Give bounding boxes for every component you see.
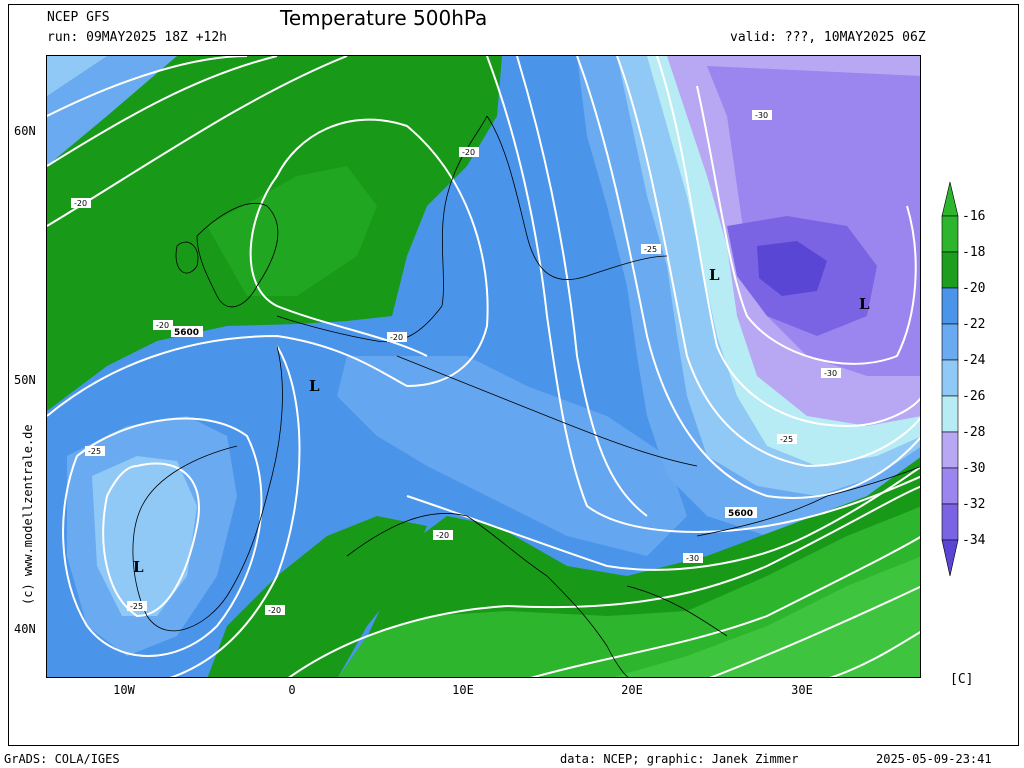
field-pale-nw	[47, 56, 107, 96]
colorbar-label: -24	[962, 353, 986, 368]
label-box	[683, 553, 703, 563]
footer-timestamp: 2025-05-09-23:41	[876, 752, 992, 766]
field-central-24	[337, 356, 687, 556]
lat-label-60n: 60N	[14, 124, 36, 138]
colorbar-label: -34	[962, 533, 986, 548]
footer-software: GrADS: COLA/IGES	[4, 752, 120, 766]
field-green-uk	[207, 166, 377, 296]
label-box	[171, 326, 203, 337]
field-iberia-26	[92, 456, 197, 616]
contour-label: -30	[686, 554, 699, 563]
field-lightblue-nw	[47, 56, 177, 166]
contour-label-group: -20 -20 -20 -20 -20 -20 -25 -25 -25 -25 …	[71, 110, 841, 615]
label-box	[153, 320, 173, 330]
model-name: NCEP GFS	[47, 10, 110, 25]
footer-credits: data: NCEP; graphic: Janek Zimmer	[560, 752, 799, 766]
label-box	[821, 368, 841, 378]
label-box	[387, 332, 407, 342]
lat-label-50n: 50N	[14, 373, 36, 387]
lon-label-30e: 30E	[791, 683, 813, 697]
lon-label-10e: 10E	[452, 683, 474, 697]
lon-label-0: 0	[288, 683, 296, 697]
label-box	[433, 530, 453, 540]
contour-label: -25	[644, 245, 657, 254]
low-marker: L	[859, 295, 870, 313]
colorbar-swatch	[941, 431, 959, 469]
run-info: run: 09MAY2025 18Z +12h	[47, 30, 228, 45]
credit-text: (c) www.modellzentrale.de	[21, 424, 35, 605]
label-box	[127, 601, 147, 611]
colorbar-swatch	[941, 323, 959, 361]
low-marker-group: L L L L	[133, 266, 870, 576]
label-box	[459, 147, 479, 157]
low-marker: L	[709, 266, 720, 284]
contour-label: -25	[88, 447, 101, 456]
colorbar-swatch	[941, 467, 959, 505]
colorbar-label: -28	[962, 425, 986, 440]
map-title: Temperature 500hPa	[280, 6, 488, 30]
plot-frame	[8, 4, 1019, 746]
contour-lines	[47, 56, 920, 677]
coastlines	[132, 115, 920, 677]
colorbar-label: -16	[962, 209, 986, 224]
lat-label-40n: 40N	[14, 622, 36, 636]
colorbar-swatch	[941, 359, 959, 397]
low-marker: L	[133, 558, 144, 576]
map-svg: -20 -20 -20 -20 -20 -20 -25 -25 -25 -25 …	[47, 56, 920, 677]
colorbar-swatch	[941, 251, 959, 289]
contour-label: -20	[462, 148, 475, 157]
colorbar-unit: [C]	[950, 672, 974, 687]
colorbar-top-arrow	[941, 181, 959, 217]
contour-label: -25	[780, 435, 793, 444]
colorbar-bottom-arrow	[941, 539, 959, 577]
colorbar-swatch	[941, 215, 959, 253]
label-box	[265, 605, 285, 615]
field-east-core	[757, 241, 827, 296]
contour-label: -25	[130, 602, 143, 611]
contour-label: -20	[268, 606, 281, 615]
label-box	[777, 434, 797, 444]
label-box	[752, 110, 772, 120]
contour-label: -30	[824, 369, 837, 378]
low-marker: L	[309, 377, 320, 395]
colorbar-label: -30	[962, 461, 986, 476]
field-green-14	[613, 556, 920, 677]
colorbar-label: -26	[962, 389, 986, 404]
height-label: 5600	[728, 509, 753, 519]
colorbar	[941, 181, 959, 577]
lon-label-10w: 10W	[113, 683, 135, 697]
colorbar-label: -22	[962, 317, 986, 332]
colorbar-swatch	[941, 287, 959, 325]
contour-label: -20	[390, 333, 403, 342]
label-box	[641, 244, 661, 254]
colorbar-label: -32	[962, 497, 986, 512]
contour-label: -20	[436, 531, 449, 540]
valid-time: valid: ???, 10MAY2025 06Z	[730, 30, 926, 45]
colorbar-label: -20	[962, 281, 986, 296]
lon-label-20e: 20E	[621, 683, 643, 697]
colorbar-label: -18	[962, 245, 986, 260]
colorbar-swatch	[941, 395, 959, 433]
height-label-group: 5600 5600	[171, 326, 757, 519]
contour-label: -20	[74, 199, 87, 208]
height-label: 5600	[174, 328, 199, 338]
contour-label: -30	[755, 111, 768, 120]
field-green-sw	[207, 516, 427, 677]
label-box	[85, 446, 105, 456]
colorbar-swatch	[941, 503, 959, 541]
contour-label: -20	[156, 321, 169, 330]
label-box	[725, 507, 757, 518]
label-box	[71, 198, 91, 208]
temperature-map: -20 -20 -20 -20 -20 -20 -25 -25 -25 -25 …	[46, 55, 921, 678]
